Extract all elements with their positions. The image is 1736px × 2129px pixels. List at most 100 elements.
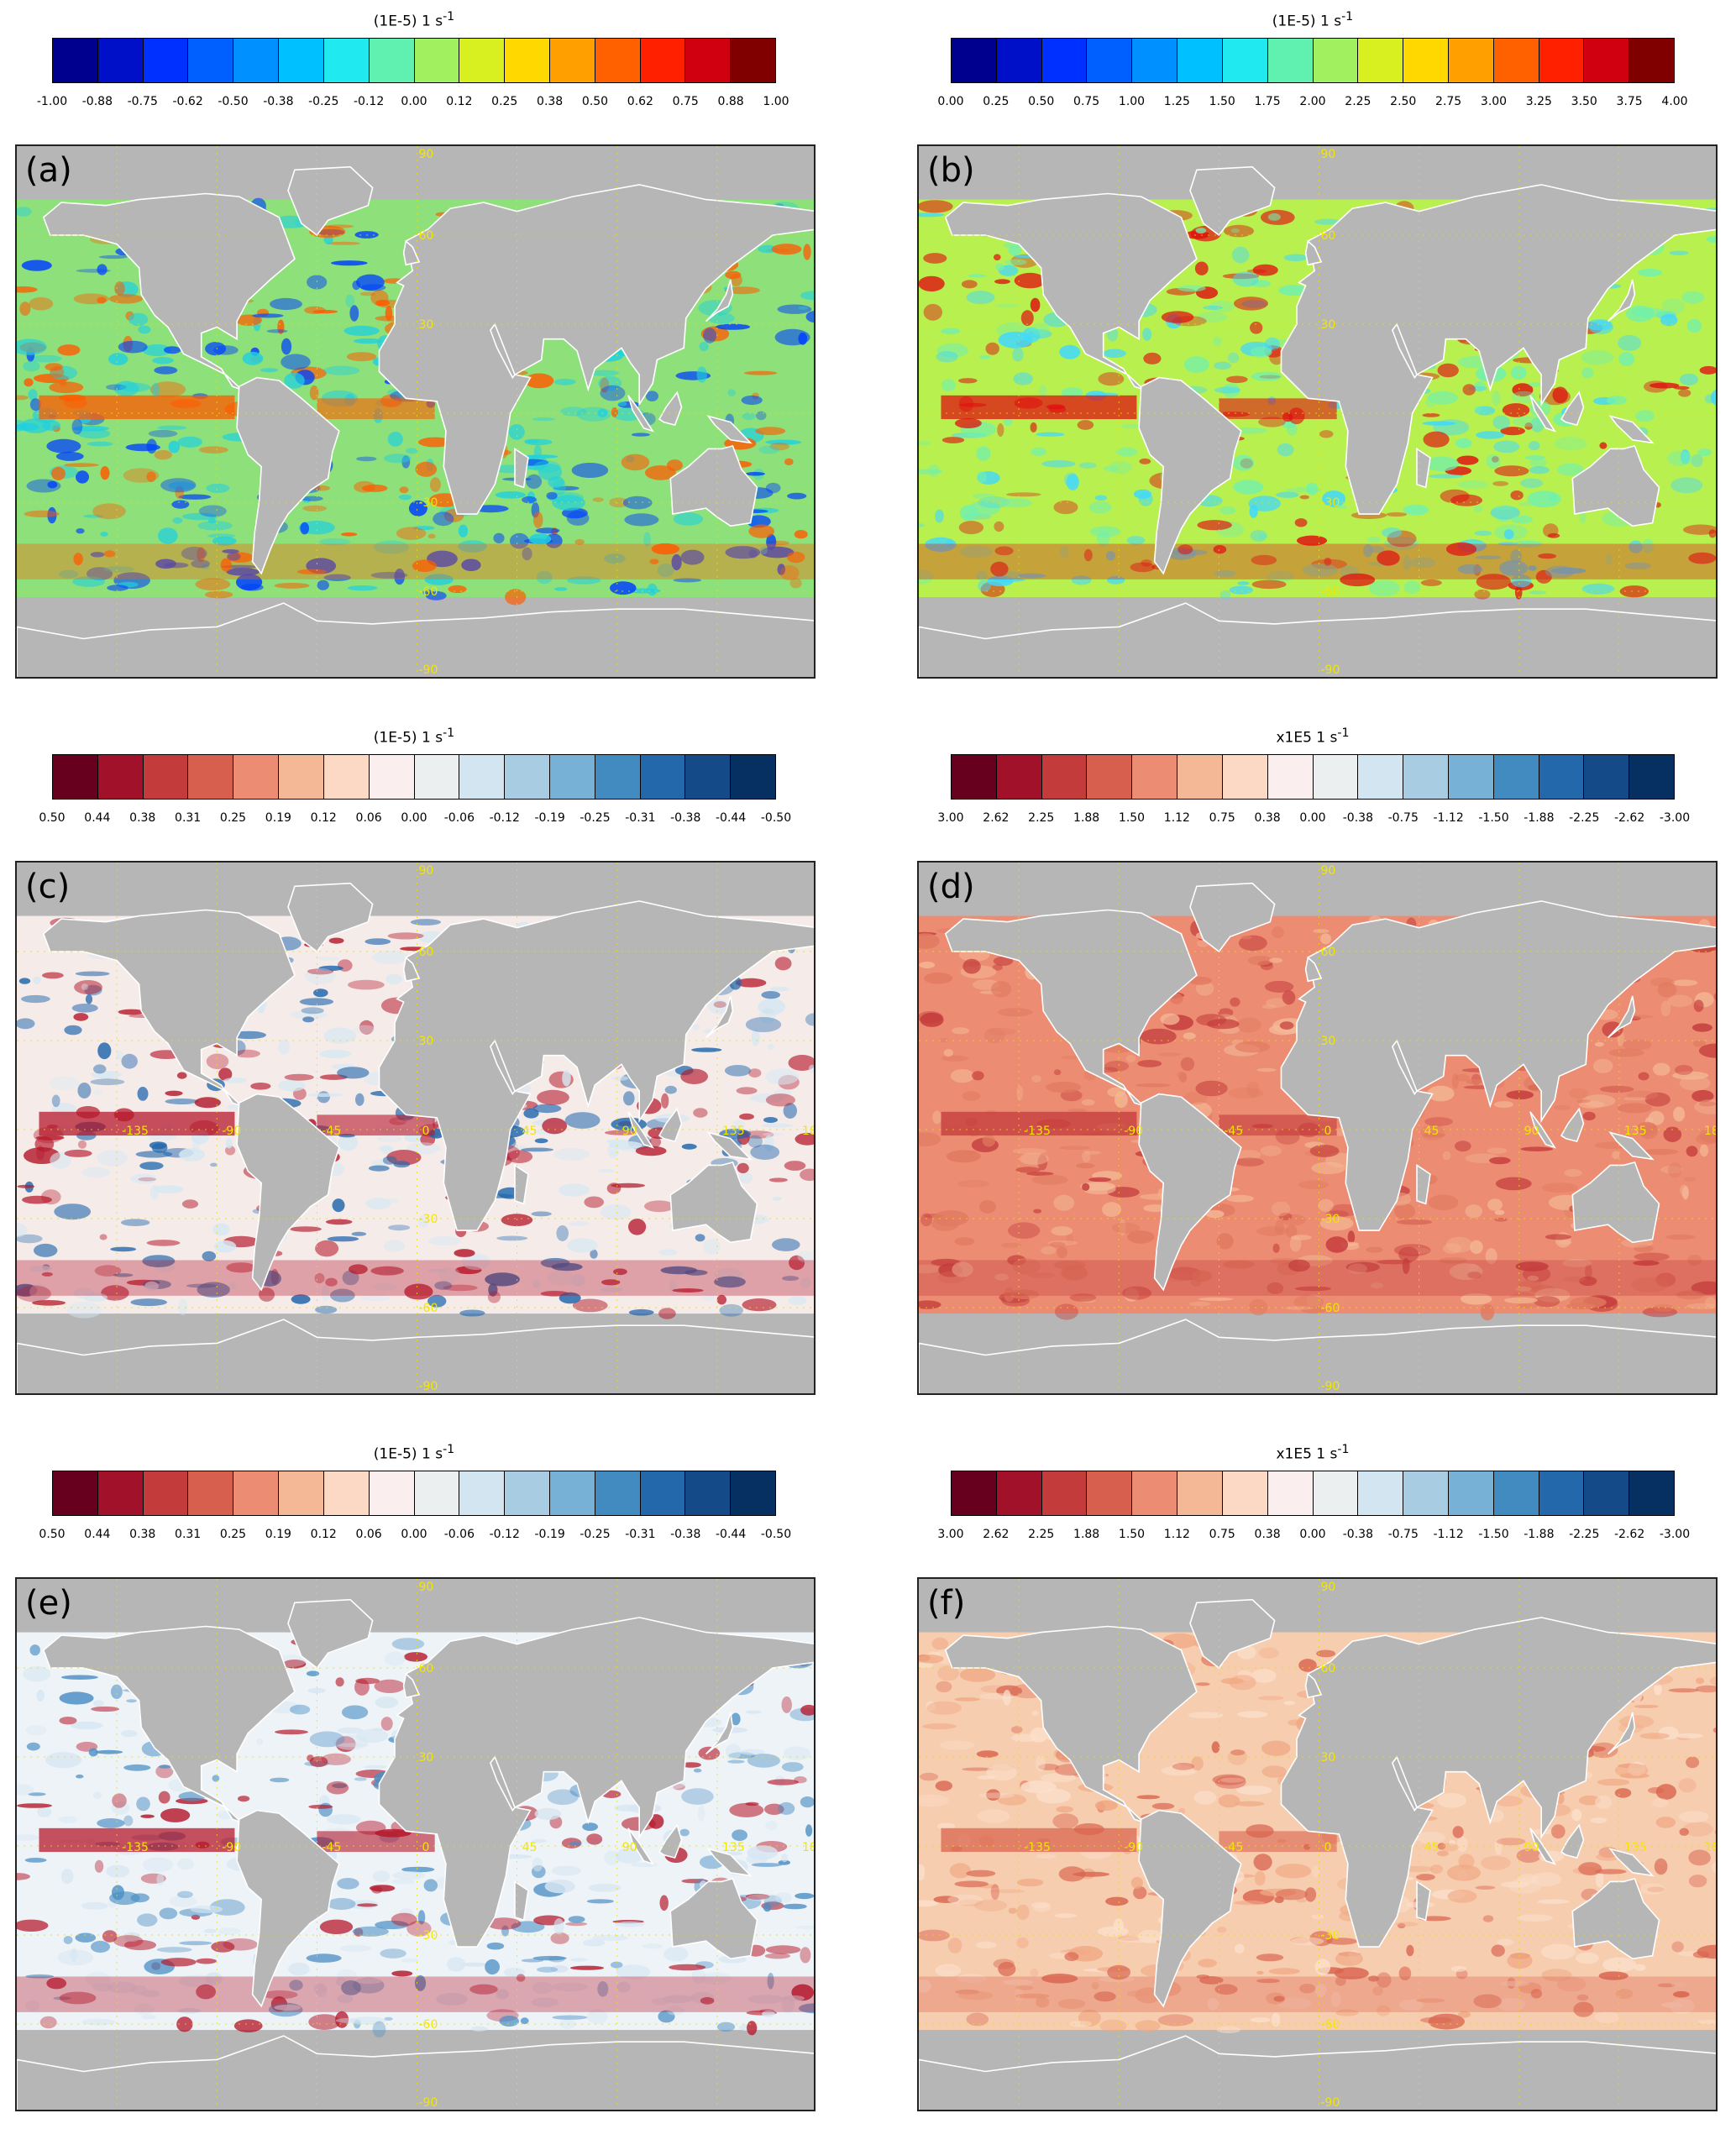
- colorbar-swatch: [1267, 39, 1314, 82]
- colorbar-tick-label: -2.25: [1569, 1528, 1600, 1541]
- land-uk: [402, 1672, 421, 1699]
- lat-label-top: 90: [1321, 864, 1336, 878]
- colorbar-tick-label: 2.25: [1345, 95, 1371, 108]
- colorbar-tick-label: 0.06: [355, 1528, 382, 1541]
- land-japan: [1608, 1712, 1636, 1755]
- colorbar-swatch: [595, 755, 641, 799]
- colorbar-swatch: [1403, 755, 1449, 799]
- land-arabia-gap: [489, 322, 516, 380]
- colorbar-swatch: [1358, 39, 1404, 82]
- colorbar-tick-label: 1.12: [1163, 811, 1190, 825]
- land-north-america: [944, 909, 1198, 1107]
- lat-label: 60: [1321, 229, 1336, 243]
- lon-label: -135: [122, 1125, 149, 1138]
- colorbar-tick-label: -3.00: [1659, 1528, 1691, 1541]
- lat-label: -90: [1321, 663, 1340, 677]
- land-australia: [1571, 1877, 1660, 1960]
- land-antarctica: [17, 602, 814, 677]
- colorbar-tick-label: 0.00: [401, 95, 427, 108]
- lat-label: -30: [1321, 1929, 1340, 1943]
- colorbar-tick-label: 4.00: [1661, 95, 1688, 108]
- colorbar-swatch: [1041, 39, 1088, 82]
- colorbar-swatch: [188, 1471, 234, 1515]
- lat-label: -60: [419, 1302, 438, 1315]
- colorbar-swatch: [1222, 39, 1268, 82]
- land-australia: [669, 444, 758, 527]
- land-borneo: [658, 1823, 683, 1859]
- lon-label: -90: [1124, 1125, 1143, 1138]
- lat-label: -90: [419, 2096, 438, 2110]
- colorbar-swatch: [414, 1471, 460, 1515]
- map-f: 60 30 -30 -60 -90 90 -135 -90 -45 0 45 90 135 18 (f): [917, 1577, 1718, 2111]
- colorbar-tick-label: -0.31: [625, 1528, 656, 1541]
- land-north-america: [944, 1625, 1198, 1823]
- land-japan: [705, 995, 734, 1039]
- lat-label: -60: [1321, 1302, 1340, 1315]
- colorbar-tick-label: -0.50: [760, 811, 792, 825]
- colorbar-tick-label: 2.25: [1028, 811, 1055, 825]
- colorbar-title-b: (1E-5) 1 s-1: [1272, 10, 1354, 30]
- lat-label: -30: [1321, 1213, 1340, 1226]
- colorbar-tick-label: 0.38: [129, 811, 156, 825]
- colorbar-tick-label: 0.38: [1254, 1528, 1281, 1541]
- ocean-texture: [17, 197, 814, 606]
- lon-label: 18: [802, 1841, 816, 1854]
- colorbar-tick-label: -0.38: [1342, 811, 1373, 825]
- lat-label-top: 90: [419, 864, 434, 878]
- colorbar-tick-label: -0.31: [625, 811, 656, 825]
- colorbar-swatch: [685, 39, 732, 82]
- colorbar-tick-label: -0.62: [172, 95, 203, 108]
- lat-label: 60: [419, 1662, 434, 1675]
- colorbar-tick-label: -0.12: [489, 1528, 520, 1541]
- colorbar-tick-label: 0.12: [310, 1528, 337, 1541]
- land-eurasia-africa: [1280, 900, 1716, 1231]
- map-field: 60 30 -30 -60 -90 90 -135 -90 -45 0 45 90 135 18: [17, 863, 814, 1393]
- lon-label: 0: [1324, 1841, 1332, 1854]
- colorbar-swatch: [549, 1471, 595, 1515]
- land-south-america: [1138, 1809, 1242, 2008]
- colorbar-swatch: [640, 1471, 686, 1515]
- colorbar-swatch: [1177, 755, 1223, 799]
- colorbar-swatch: [1448, 39, 1494, 82]
- land-new-guinea: [706, 1848, 753, 1877]
- colorbar-swatch: [595, 1471, 641, 1515]
- colorbar-tick-label: 0.44: [84, 1528, 111, 1541]
- colorbar-swatch: [279, 39, 324, 82]
- lat-label: 60: [1321, 946, 1336, 959]
- colorbar-swatch: [1087, 755, 1133, 799]
- colorbar-swatch: [731, 1471, 775, 1515]
- colorbar-swatch: [53, 1471, 98, 1515]
- colorbar-swatch: [952, 755, 997, 799]
- lon-label: -135: [1024, 1841, 1051, 1854]
- land-borneo: [658, 391, 683, 427]
- lat-label: 60: [1321, 1662, 1336, 1675]
- land-arabia-gap: [1391, 1039, 1418, 1096]
- colorbar-tick-label: 2.62: [983, 811, 1010, 825]
- colorbar-swatch: [1539, 39, 1585, 82]
- land-madagascar: [1416, 1880, 1431, 1922]
- land-japan: [1608, 995, 1636, 1039]
- colorbar-swatch: [731, 39, 775, 82]
- lon-label: -90: [222, 1125, 241, 1138]
- lat-label: -60: [419, 585, 438, 599]
- land-arabia-gap: [489, 1755, 516, 1812]
- colorbar-tick-label: 0.06: [355, 811, 382, 825]
- colorbar-swatch: [459, 755, 506, 799]
- colorbar-tick-label: -0.50: [218, 95, 249, 108]
- colorbar-tick-label: 0.38: [1254, 811, 1281, 825]
- land-greenland: [1189, 1598, 1276, 1670]
- lat-label: -60: [1321, 585, 1340, 599]
- colorbar-swatch: [1493, 39, 1539, 82]
- colorbar-tick-label: 0.50: [581, 95, 609, 108]
- land-greenland: [1189, 882, 1276, 953]
- colorbar-tick-label: -0.19: [534, 1528, 565, 1541]
- lat-label: -30: [419, 1213, 438, 1226]
- colorbar-swatch: [505, 39, 550, 82]
- land-antarctica: [919, 602, 1716, 677]
- colorbar-tick-label: -0.06: [443, 1528, 475, 1541]
- colorbar-swatch: [1087, 1471, 1133, 1515]
- colorbar-swatch: [1584, 1471, 1630, 1515]
- map-field: 60 30 -30 -60 -90 90: [17, 146, 814, 677]
- colorbar-swatch: [97, 1471, 144, 1515]
- colorbar-tick-label: -3.00: [1659, 811, 1691, 825]
